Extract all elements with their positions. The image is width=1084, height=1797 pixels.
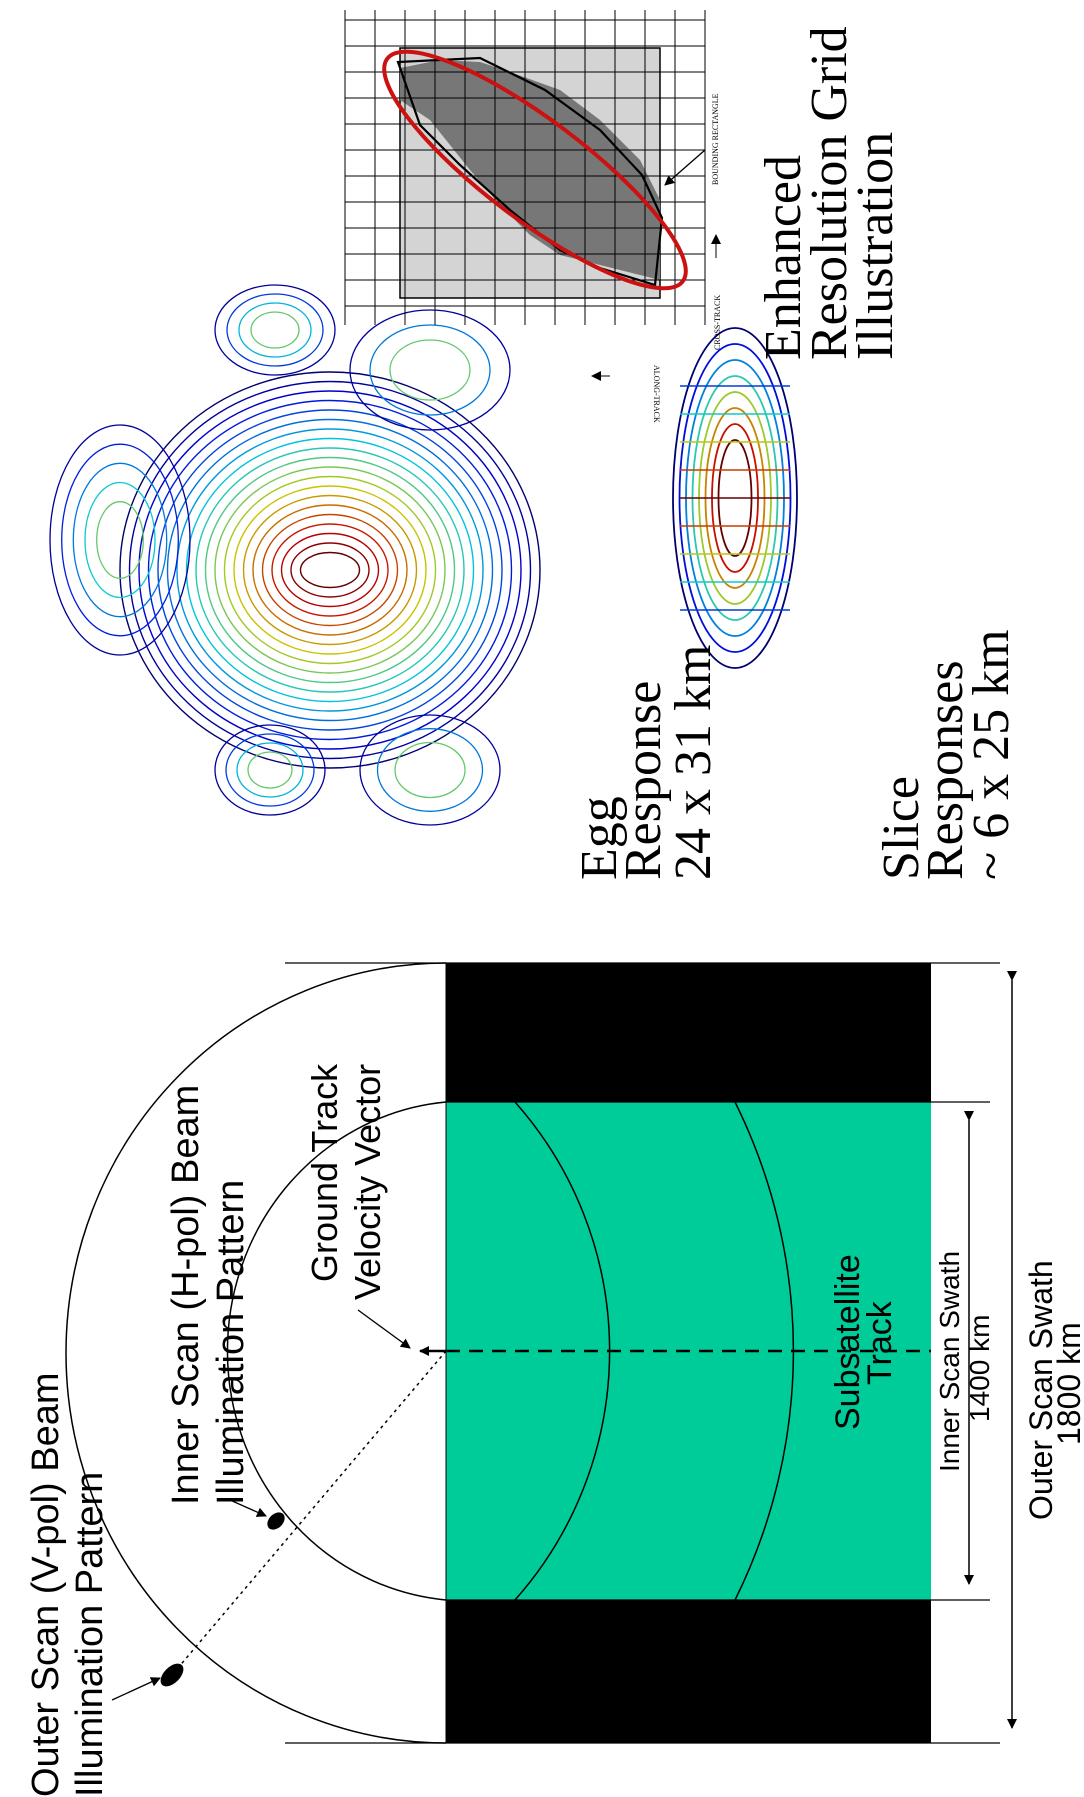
egg-contour xyxy=(128,380,532,760)
inner-swath-value: 1400 km xyxy=(964,1315,995,1422)
inner-footprint-pointer xyxy=(229,1499,267,1517)
side-lobe-contour xyxy=(72,462,168,618)
egg-contour xyxy=(233,485,427,655)
egg-contour xyxy=(271,523,389,617)
side-lobe-contour xyxy=(225,733,315,807)
egg-contour xyxy=(261,513,399,627)
egg-contour xyxy=(176,428,484,712)
egg-contour xyxy=(204,456,456,684)
egg-contour xyxy=(166,418,494,722)
egg-response-contours xyxy=(119,371,541,769)
slice-response-contours xyxy=(672,327,798,669)
side-lobe-contour xyxy=(238,302,312,358)
grid-title-line3: Illustration xyxy=(847,132,904,360)
grid-panel: BOUNDING RECTANGLE CROSS-TRACK ALONG-TRA… xyxy=(344,10,904,423)
ground-track-pointer xyxy=(357,1309,411,1349)
inner-beam-arc xyxy=(226,1101,447,1601)
slice-contour xyxy=(678,343,792,653)
side-lobe-contour xyxy=(369,324,491,416)
side-lobe-contour xyxy=(394,741,466,799)
egg-label-2: Response xyxy=(615,681,672,880)
outer-swath-label: Outer Scan Swath xyxy=(1023,1260,1059,1520)
side-lobe-contour xyxy=(376,728,484,812)
side-lobe-contours xyxy=(49,284,511,826)
side-lobe-contour xyxy=(226,293,324,367)
beam-path xyxy=(171,1350,447,1676)
along-track-label: ALONG-TRACK xyxy=(652,365,661,423)
bounding-rect-label: BOUNDING RECTANGLE xyxy=(711,93,720,185)
egg-contour xyxy=(138,390,522,750)
side-lobe-contour xyxy=(250,311,300,349)
outer-footprint-pointer xyxy=(111,1677,161,1701)
outer-swath-band-top xyxy=(446,963,931,1102)
response-panel: Egg Response 24 x 31 km Slice Responses … xyxy=(49,284,1020,880)
inner-beam-label: Inner Scan (H-pol) Beam xyxy=(165,1085,207,1505)
side-lobe-contour xyxy=(214,724,326,816)
side-lobe-contour xyxy=(349,309,511,431)
egg-contour xyxy=(214,466,446,674)
egg-contour xyxy=(242,494,418,646)
inner-swath-label: Inner Scan Swath xyxy=(934,1251,965,1472)
outer-beam-footprint xyxy=(160,1663,184,1687)
side-lobe-contour xyxy=(84,481,156,599)
grid-title-line1: Enhanced xyxy=(755,155,812,360)
grid-lines xyxy=(344,10,706,325)
ground-track-label-2: Velocity Vector xyxy=(347,1064,388,1300)
side-lobe-contour xyxy=(214,284,336,376)
side-lobe-contour xyxy=(61,443,179,637)
slice-label-2: Responses xyxy=(917,660,974,880)
outer-beam-label-2: Illumination Pattern xyxy=(69,1472,111,1797)
outer-beam-label: Outer Scan (V-pol) Beam xyxy=(25,1372,67,1797)
egg-contour xyxy=(119,371,541,769)
egg-contour xyxy=(195,447,465,693)
grid-title-line2: Resolution Grid xyxy=(801,26,858,360)
bounding-pointer xyxy=(664,149,706,186)
egg-contour xyxy=(157,409,503,731)
footprint-ellipse xyxy=(382,49,688,291)
egg-contour xyxy=(299,551,361,589)
side-lobe-contour xyxy=(389,339,471,401)
ground-track-label: Ground Track xyxy=(304,1063,345,1282)
egg-contour xyxy=(223,475,437,665)
outer-swath-band-bottom xyxy=(446,1600,931,1743)
egg-size: 24 x 31 km xyxy=(665,645,722,880)
scan-diagram: Outer Scan (V-pol) Beam Illumination Pat… xyxy=(25,962,1084,1797)
egg-contour xyxy=(185,437,475,703)
egg-label: Egg xyxy=(571,796,628,880)
inner-beam-label-2: Illumination Pattern xyxy=(210,1180,252,1505)
egg-contour xyxy=(280,532,380,608)
side-lobe-contour xyxy=(236,742,304,798)
slice-size: ~ 6 x 25 km xyxy=(963,629,1020,880)
egg-contour xyxy=(252,504,408,636)
side-lobe-contour xyxy=(49,424,191,656)
footprint-outline xyxy=(396,56,664,287)
egg-contour xyxy=(290,542,370,598)
inner-beam-footprint xyxy=(267,1512,285,1530)
side-lobe-contour xyxy=(359,714,501,826)
subsatellite-label: Subsatellite xyxy=(829,1254,867,1430)
slice-label: Slice xyxy=(873,776,930,880)
subsatellite-label-2: Track xyxy=(861,1300,899,1385)
outer-swath-value: 1800 km xyxy=(1051,1322,1084,1445)
outer-beam-arc xyxy=(65,962,447,1744)
side-lobe-contour xyxy=(96,501,144,579)
side-lobe-contour xyxy=(247,751,293,789)
cross-track-label: CROSS-TRACK xyxy=(713,295,722,350)
slice-contour xyxy=(672,327,798,669)
egg-contour xyxy=(147,399,513,741)
